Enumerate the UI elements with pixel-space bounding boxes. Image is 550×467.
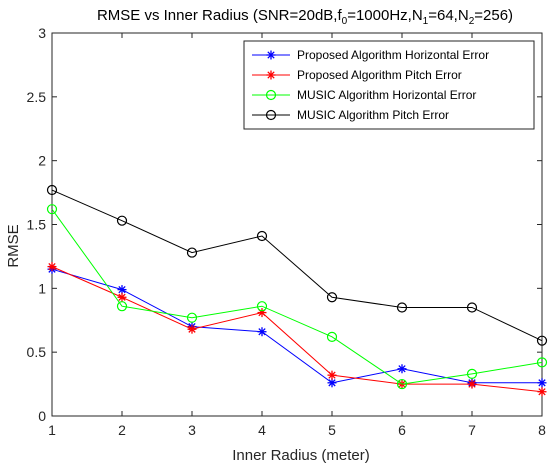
data-point (327, 370, 337, 380)
data-point (397, 364, 407, 374)
data-point (326, 292, 338, 303)
y-tick-label: 2.5 (27, 89, 47, 105)
data-point (327, 378, 337, 388)
x-tick-label: 1 (48, 422, 56, 438)
legend-label: Proposed Algorithm Horizontal Error (297, 48, 489, 62)
y-tick-label: 1.5 (27, 217, 47, 233)
series-line (51, 268, 542, 384)
asterisk-stroke (258, 328, 266, 336)
legend-label: Proposed Algorithm Pitch Error (297, 68, 462, 82)
legend-entry: Proposed Algorithm Horizontal Error (252, 48, 489, 62)
data-point (537, 378, 547, 388)
x-tick-label: 3 (188, 422, 196, 438)
x-tick-label: 8 (538, 422, 546, 438)
y-tick-label: 0 (38, 408, 46, 424)
x-tick-label: 7 (468, 422, 476, 438)
data-point (46, 204, 58, 215)
data-point (536, 335, 548, 346)
legend-label: MUSIC Algorithm Pitch Error (297, 108, 449, 122)
asterisk-stroke (538, 388, 546, 396)
x-tick-label: 4 (258, 422, 266, 438)
data-point (256, 230, 268, 242)
asterisk-stroke (328, 379, 336, 387)
data-point (187, 324, 197, 334)
legend-entry: MUSIC Algorithm Pitch Error (252, 108, 449, 122)
x-tick-label: 5 (328, 422, 336, 438)
y-tick-label: 2 (38, 153, 46, 169)
data-point (396, 378, 408, 390)
data-point (117, 292, 127, 302)
asterisk-stroke (468, 380, 476, 388)
data-point (117, 285, 127, 295)
asterisk-stroke (118, 293, 126, 301)
asterisk-stroke (188, 325, 196, 333)
data-point (537, 387, 547, 397)
data-point (46, 184, 58, 196)
legend-label: MUSIC Algorithm Horizontal Error (297, 88, 476, 102)
data-point (326, 331, 338, 342)
data-point (396, 302, 408, 313)
y-tick-label: 3 (38, 25, 46, 41)
y-axis-label: RMSE (5, 224, 22, 267)
data-point (47, 262, 57, 272)
y-tick-label: 1 (38, 280, 46, 296)
legend-swatch-marker (265, 109, 277, 121)
series-line (51, 266, 543, 393)
legend: Proposed Algorithm Horizontal Error Propo… (243, 40, 535, 130)
series-line (51, 208, 543, 385)
series-proposed-algorithm-pitch-error (47, 262, 547, 397)
legend-box (243, 40, 535, 130)
asterisk-stroke (267, 51, 275, 59)
series-music-algorithm-pitch-error (46, 184, 548, 346)
data-point (116, 301, 128, 312)
legend-entry: Proposed Algorithm Pitch Error (252, 68, 462, 82)
legend-swatch-marker (265, 89, 277, 101)
x-tick-label: 2 (118, 422, 126, 438)
asterisk-stroke (267, 71, 275, 79)
data-point (186, 312, 198, 323)
legend-swatch-marker (266, 70, 276, 80)
chart-title: RMSE vs Inner Radius (SNR=20dB,f0=1000Hz… (97, 7, 513, 27)
asterisk-stroke (48, 262, 56, 271)
series-line (51, 189, 543, 342)
data-point (256, 301, 268, 312)
data-point (466, 302, 478, 313)
data-point (186, 247, 198, 258)
series-music-algorithm-horizontal-error (46, 204, 548, 390)
asterisk-stroke (328, 371, 336, 379)
x-axis-label: Inner Radius (meter) (232, 447, 370, 464)
asterisk-stroke (398, 365, 406, 373)
y-tick-label: 0.5 (27, 344, 47, 360)
asterisk-stroke (118, 285, 126, 294)
legend-swatch-marker (266, 50, 276, 60)
legend-entry: MUSIC Algorithm Horizontal Error (252, 88, 476, 102)
data-point (466, 368, 478, 379)
data-point (467, 379, 477, 389)
x-tick-label: 6 (398, 422, 406, 438)
data-point (536, 357, 548, 368)
data-point (116, 215, 128, 226)
data-point (257, 327, 267, 337)
asterisk-stroke (538, 379, 546, 387)
